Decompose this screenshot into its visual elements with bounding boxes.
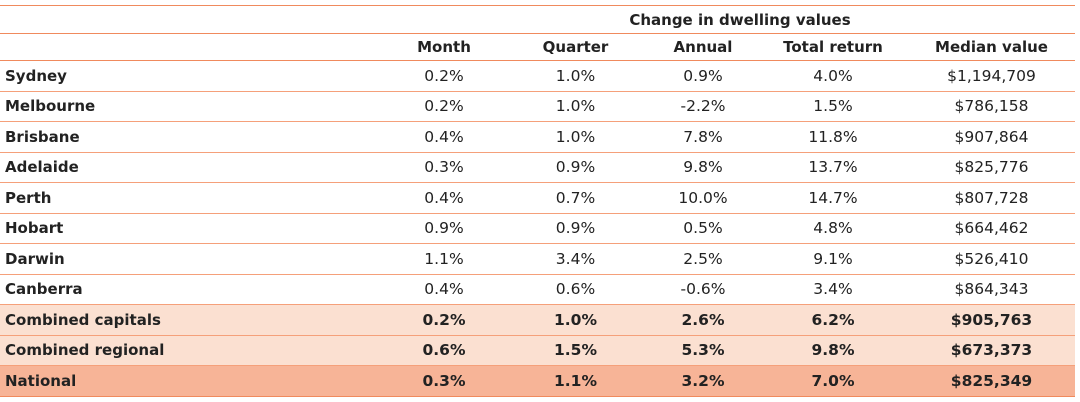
total-return-value: 9.1% [758, 243, 908, 275]
annual-value: 2.5% [648, 243, 758, 275]
column-header-median-value: Median value [908, 33, 1075, 61]
table-row: Canberra 0.4% 0.6% -0.6% 3.4% $864,343 [0, 274, 1075, 305]
annual-value: 3.2% [648, 365, 758, 397]
total-return-value: 6.2% [758, 304, 908, 336]
median-value: $1,194,709 [908, 60, 1075, 92]
month-value: 0.4% [385, 182, 503, 214]
total-return-value: 9.8% [758, 335, 908, 366]
quarter-value: 1.0% [503, 60, 648, 92]
median-value: $526,410 [908, 243, 1075, 275]
month-value: 0.3% [385, 365, 503, 397]
table-row-combined-capitals: Combined capitals 0.2% 1.0% 2.6% 6.2% $9… [0, 304, 1075, 336]
column-header-region [0, 33, 385, 61]
median-value: $864,343 [908, 274, 1075, 305]
table-row: Perth 0.4% 0.7% 10.0% 14.7% $807,728 [0, 182, 1075, 214]
column-header-quarter: Quarter [503, 33, 648, 61]
region-name: Combined regional [0, 335, 385, 366]
quarter-value: 1.1% [503, 365, 648, 397]
median-value: $673,373 [908, 335, 1075, 366]
region-name: Canberra [0, 274, 385, 305]
total-return-value: 1.5% [758, 91, 908, 122]
median-value: $786,158 [908, 91, 1075, 122]
month-value: 0.6% [385, 335, 503, 366]
column-header-month: Month [385, 33, 503, 61]
table-row: Adelaide 0.3% 0.9% 9.8% 13.7% $825,776 [0, 152, 1075, 183]
table-row: Brisbane 0.4% 1.0% 7.8% 11.8% $907,864 [0, 121, 1075, 153]
total-return-value: 4.8% [758, 213, 908, 244]
median-value: $664,462 [908, 213, 1075, 244]
quarter-value: 0.9% [503, 213, 648, 244]
annual-value: 0.5% [648, 213, 758, 244]
region-name: National [0, 365, 385, 397]
region-name: Brisbane [0, 121, 385, 153]
month-value: 0.2% [385, 304, 503, 336]
quarter-value: 3.4% [503, 243, 648, 275]
annual-value: -2.2% [648, 91, 758, 122]
quarter-value: 1.5% [503, 335, 648, 366]
month-value: 0.4% [385, 121, 503, 153]
quarter-value: 1.0% [503, 304, 648, 336]
total-return-value: 13.7% [758, 152, 908, 183]
month-value: 0.9% [385, 213, 503, 244]
annual-value: 0.9% [648, 60, 758, 92]
region-name: Combined capitals [0, 304, 385, 336]
region-name: Melbourne [0, 91, 385, 122]
quarter-value: 0.6% [503, 274, 648, 305]
region-name: Perth [0, 182, 385, 214]
total-return-value: 14.7% [758, 182, 908, 214]
quarter-value: 0.7% [503, 182, 648, 214]
annual-value: 2.6% [648, 304, 758, 336]
table-row: Melbourne 0.2% 1.0% -2.2% 1.5% $786,158 [0, 91, 1075, 122]
group-header: Change in dwelling values [0, 5, 1075, 34]
column-header-annual: Annual [648, 33, 758, 61]
region-name: Hobart [0, 213, 385, 244]
table-row: Sydney 0.2% 1.0% 0.9% 4.0% $1,194,709 [0, 60, 1075, 92]
month-value: 0.2% [385, 91, 503, 122]
total-return-value: 4.0% [758, 60, 908, 92]
quarter-value: 0.9% [503, 152, 648, 183]
median-value: $807,728 [908, 182, 1075, 214]
column-header-row: Month Quarter Annual Total return Median… [0, 33, 1075, 61]
table-row-national: National 0.3% 1.1% 3.2% 7.0% $825,349 [0, 365, 1075, 397]
annual-value: 9.8% [648, 152, 758, 183]
median-value: $907,864 [908, 121, 1075, 153]
month-value: 0.3% [385, 152, 503, 183]
total-return-value: 11.8% [758, 121, 908, 153]
region-name: Darwin [0, 243, 385, 275]
column-header-total-return: Total return [758, 33, 908, 61]
median-value: $825,776 [908, 152, 1075, 183]
quarter-value: 1.0% [503, 91, 648, 122]
table-row-combined-regional: Combined regional 0.6% 1.5% 5.3% 9.8% $6… [0, 335, 1075, 366]
month-value: 1.1% [385, 243, 503, 275]
table-row: Darwin 1.1% 3.4% 2.5% 9.1% $526,410 [0, 243, 1075, 275]
region-name: Sydney [0, 60, 385, 92]
region-name: Adelaide [0, 152, 385, 183]
median-value: $825,349 [908, 365, 1075, 397]
annual-value: 7.8% [648, 121, 758, 153]
annual-value: -0.6% [648, 274, 758, 305]
total-return-value: 7.0% [758, 365, 908, 397]
annual-value: 5.3% [648, 335, 758, 366]
annual-value: 10.0% [648, 182, 758, 214]
median-value: $905,763 [908, 304, 1075, 336]
quarter-value: 1.0% [503, 121, 648, 153]
dwelling-values-table: Month Quarter Annual Total return Median… [0, 33, 1075, 397]
month-value: 0.2% [385, 60, 503, 92]
group-header-title: Change in dwelling values [629, 11, 851, 29]
month-value: 0.4% [385, 274, 503, 305]
total-return-value: 3.4% [758, 274, 908, 305]
table-row: Hobart 0.9% 0.9% 0.5% 4.8% $664,462 [0, 213, 1075, 244]
